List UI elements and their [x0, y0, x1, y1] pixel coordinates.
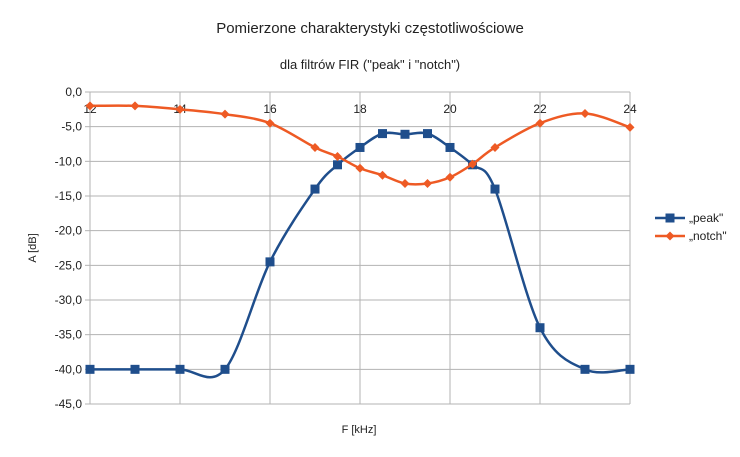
- y-tick-label: -15,0: [55, 189, 83, 203]
- y-tick-label: -40,0: [55, 362, 83, 376]
- data-point-marker: [490, 142, 500, 152]
- grid: [85, 91, 631, 405]
- data-point-marker: [423, 129, 432, 139]
- x-tick-label: 16: [263, 102, 277, 116]
- data-point-marker: [445, 172, 455, 182]
- data-point-marker: [400, 179, 410, 189]
- data-point-marker: [220, 109, 230, 119]
- y-tick-label: -20,0: [55, 224, 83, 238]
- data-point-marker: [130, 364, 140, 374]
- data-point-marker: [378, 170, 387, 180]
- data-point-marker: [175, 364, 185, 374]
- data-point-marker: [355, 142, 365, 152]
- data-point-marker: [355, 163, 365, 173]
- x-axis-label: F [kHz]: [342, 424, 377, 436]
- data-point-marker: [175, 104, 185, 114]
- y-tick-label: 0,0: [65, 85, 82, 99]
- series-layer: [85, 101, 635, 379]
- data-point-marker: [333, 151, 342, 161]
- data-point-marker: [85, 101, 95, 111]
- chart-title: Pomierzone charakterystyki częstotliwośc…: [216, 20, 524, 37]
- y-tick-label: -10,0: [55, 154, 83, 168]
- data-point-marker: [625, 122, 635, 132]
- y-tick-label: -35,0: [55, 328, 83, 342]
- data-point-marker: [445, 142, 455, 152]
- legend-marker: [665, 213, 675, 223]
- legend-label: „peak": [689, 211, 723, 225]
- data-point-marker: [265, 118, 275, 128]
- data-point-marker: [490, 184, 500, 194]
- y-axis: 0,0 -5,0 -10,0 -15,0 -20,0 -25,0 -30,0 -35,0 -40…: [55, 85, 83, 411]
- data-point-marker: [535, 118, 545, 128]
- data-point-marker: [580, 108, 590, 118]
- data-point-marker: [130, 101, 140, 111]
- data-point-marker: [220, 364, 230, 374]
- y-tick-label: -25,0: [55, 258, 83, 272]
- data-point-marker: [85, 364, 95, 374]
- data-point-marker: [468, 159, 477, 169]
- y-tick-label: -30,0: [55, 293, 83, 307]
- y-tick-label: -45,0: [55, 397, 83, 411]
- data-point-marker: [333, 160, 342, 170]
- x-tick-label: 20: [443, 102, 457, 116]
- y-axis-label: A [dB]: [27, 233, 39, 262]
- x-tick-label: 22: [533, 102, 547, 116]
- legend: „peak" „notch": [655, 211, 727, 243]
- x-tick-label: 18: [353, 102, 367, 116]
- data-point-marker: [625, 364, 635, 374]
- y-tick-label: -5,0: [61, 120, 82, 134]
- data-point-marker: [580, 364, 590, 374]
- data-point-marker: [535, 323, 545, 333]
- data-point-marker: [310, 184, 320, 194]
- legend-marker: [665, 231, 675, 241]
- data-point-marker: [423, 179, 432, 189]
- data-point-marker: [378, 129, 387, 139]
- chart-subtitle: dla filtrów FIR ("peak" i "notch"): [280, 57, 460, 72]
- x-tick-label: 24: [623, 102, 637, 116]
- data-point-marker: [400, 129, 410, 139]
- data-point-marker: [310, 142, 320, 152]
- data-point-marker: [265, 257, 275, 267]
- legend-label: „notch": [689, 229, 727, 243]
